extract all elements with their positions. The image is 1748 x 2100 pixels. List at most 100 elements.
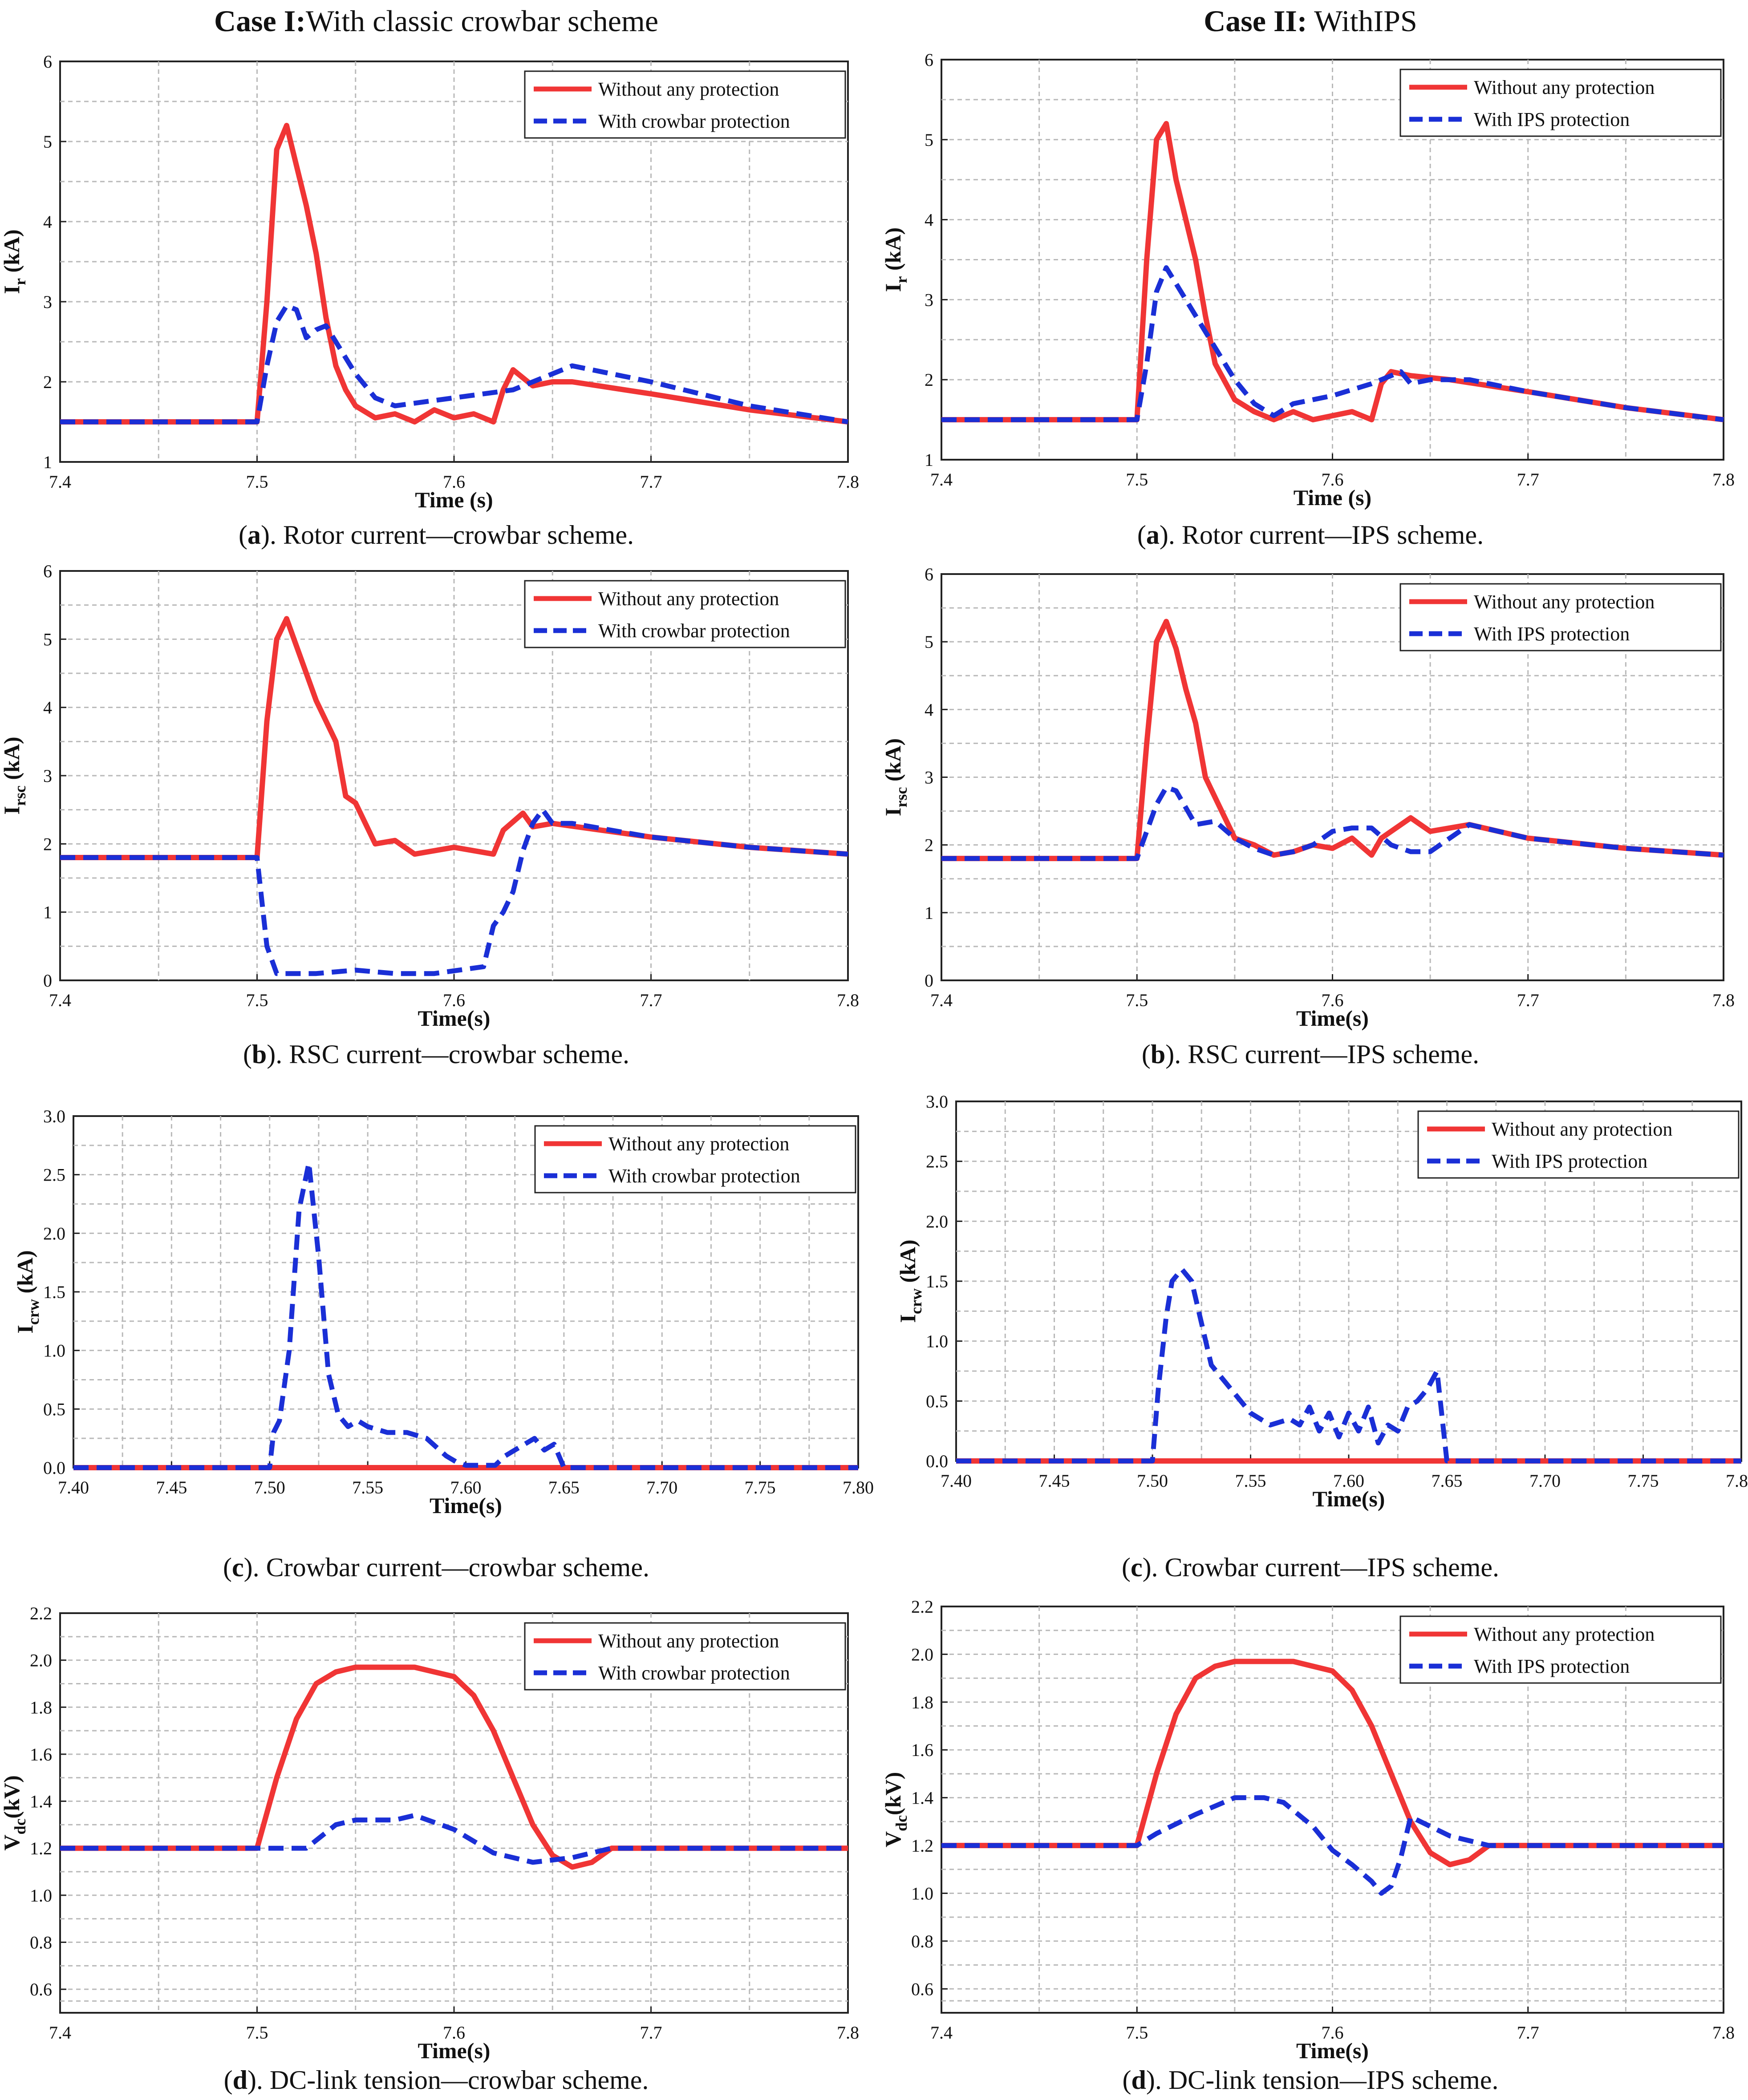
y-tick-label: 6	[43, 52, 52, 72]
y-axis-label-unit: (kA)	[880, 738, 905, 787]
chart-d2: 7.4 7.5 7.6 7.7 7.8 0.6 0.8 1.0 1.2 1.4 1.6 1.8 2.0 2…	[880, 1597, 1735, 2063]
legend-box	[1399, 69, 1722, 137]
caption-a-left: (a). Rotor current—crowbar scheme.	[239, 520, 634, 550]
x-tick-label: 7.60	[450, 1477, 482, 1497]
y-tick-label: 0.6	[30, 1979, 52, 1999]
y-tick-label: 4	[925, 700, 933, 720]
caption-letter: b	[251, 1040, 267, 1069]
y-tick-label: 1.0	[43, 1341, 65, 1361]
x-tick-label: 7.5	[1126, 990, 1148, 1010]
caption-letter: a	[247, 520, 261, 550]
y-tick-label: 0.8	[30, 1933, 52, 1953]
y-tick-label: 1.4	[30, 1792, 52, 1812]
y-tick-label: 5	[43, 132, 52, 152]
y-axis-label-main: I	[895, 1314, 920, 1323]
y-tick-label: 4	[43, 212, 52, 232]
y-axis-label-main: I	[0, 806, 24, 814]
x-tick-label: 7.7	[640, 472, 662, 492]
caption-text: ). Crowbar current—crowbar scheme.	[243, 1553, 649, 1582]
y-tick-label: 3	[925, 290, 933, 310]
y-axis-label-sub: dc	[11, 1819, 29, 1835]
y-axis-label: Irsc (kA)	[880, 738, 910, 816]
x-tick-label: 7.40	[58, 1477, 89, 1497]
x-axis-label: Time(s)	[430, 1493, 502, 1518]
x-tick-label: 7.6	[1322, 2023, 1344, 2043]
legend-label: Without any protection	[1474, 1623, 1655, 1645]
chart-b1: 7.4 7.5 7.6 7.7 7.8 0 1 2 3 4 5 6 Time(s) Irsc (kA) Wi…	[0, 561, 859, 1031]
legend-box	[524, 580, 846, 648]
legend-label: With crowbar protection	[598, 1662, 790, 1684]
chart-c1: 7.40 7.45 7.50 7.55 7.60 7.65 7.70 7.75 7.80 0.0 0…	[12, 1106, 874, 1518]
y-axis-label: Icrw (kA)	[895, 1239, 925, 1323]
y-tick-label: 6	[925, 564, 933, 584]
x-tick-label: 7.45	[1039, 1471, 1070, 1491]
y-tick-label: 6	[925, 50, 933, 70]
y-tick-label: 2.0	[911, 1644, 933, 1664]
y-tick-label: 2.0	[926, 1211, 948, 1231]
case-title-left-bold: Case I:	[214, 4, 306, 38]
legend-label: Without any protection	[598, 1630, 779, 1652]
x-tick-label: 7.4	[49, 472, 71, 492]
y-tick-label: 1.8	[911, 1692, 933, 1712]
x-tick-label: 7.70	[646, 1477, 677, 1497]
x-tick-label: 7.6	[443, 2023, 465, 2043]
y-tick-label: 2.0	[30, 1651, 52, 1671]
y-tick-label: 0.5	[926, 1391, 948, 1411]
x-tick-label: 7.7	[1517, 469, 1539, 490]
x-tick-label: 7.70	[1529, 1471, 1561, 1491]
case-title-right-bold: Case II:	[1204, 4, 1307, 38]
legend-label: Without any protection	[598, 588, 779, 610]
x-tick-label: 7.7	[640, 990, 662, 1010]
y-tick-label: 1.6	[30, 1744, 52, 1764]
y-axis-label-unit: (kA)	[0, 736, 24, 785]
y-tick-label: 1.2	[30, 1838, 52, 1858]
x-tick-label: 7.8	[837, 2023, 859, 2043]
y-axis-label-main: V	[880, 1831, 905, 1847]
x-tick-label: 7.55	[352, 1477, 383, 1497]
y-tick-label: 1	[925, 903, 933, 923]
series-line-protected	[73, 1160, 858, 1470]
caption-a-right: (a). Rotor current—IPS scheme.	[1137, 520, 1484, 550]
x-tick-label: 7.65	[1432, 1471, 1463, 1491]
legend-label: Without any protection	[598, 78, 779, 100]
caption-letter: b	[1150, 1040, 1166, 1069]
caption-c-left: (c). Crowbar current—crowbar scheme.	[223, 1553, 649, 1582]
x-tick-label: 7.80	[843, 1477, 874, 1497]
y-tick-label: 5	[43, 629, 52, 649]
y-tick-label: 5	[925, 632, 933, 652]
x-tick-label: 7.5	[246, 2023, 268, 2043]
x-tick-label: 7.55	[1235, 1471, 1266, 1491]
caption-letter: c	[1130, 1553, 1143, 1582]
y-tick-label: 1.2	[911, 1836, 933, 1856]
caption-letter: a	[1146, 520, 1160, 550]
y-axis-label: Ir (kA)	[0, 229, 29, 294]
series-line-protected	[941, 785, 1724, 861]
y-tick-label: 3.0	[43, 1106, 65, 1126]
x-tick-label: 7.5	[1126, 469, 1148, 490]
y-axis-label-main: I	[880, 283, 905, 292]
legend-label: With crowbar protection	[598, 620, 790, 642]
x-tick-label: 7.50	[254, 1477, 285, 1497]
series-line-unprotected	[60, 1664, 848, 1870]
caption-b-left: (b). RSC current—crowbar scheme.	[243, 1040, 630, 1069]
x-tick-label: 7.8	[1712, 2023, 1735, 2043]
x-tick-label: 7.5	[1126, 2023, 1148, 2043]
legend-label: With IPS protection	[1474, 1655, 1630, 1677]
legend: Without any protection With IPS protectio…	[1399, 1615, 1722, 1684]
y-tick-label: 0.5	[43, 1399, 65, 1419]
y-axis-label-sub: rsc	[892, 787, 910, 808]
y-tick-label: 1.5	[43, 1282, 65, 1302]
case-title-right-rest: WithIPS	[1307, 4, 1417, 38]
x-axis-label: Time(s)	[1296, 1006, 1369, 1031]
legend: Without any protection With IPS protectio…	[1399, 69, 1722, 137]
x-tick-label: 7.7	[640, 2023, 662, 2043]
legend-box	[1417, 1110, 1740, 1179]
y-axis-label-sub: r	[892, 276, 910, 283]
y-tick-label: 2	[925, 370, 933, 390]
y-tick-label: 3.0	[926, 1092, 948, 1112]
x-tick-label: 7.8	[837, 472, 859, 492]
x-tick-label: 7.60	[1333, 1471, 1364, 1491]
y-tick-label: 2.0	[43, 1223, 65, 1243]
caption-d-right: (d). DC-link tension—IPS scheme.	[1122, 2065, 1499, 2095]
case-title-left: Case I:With classic crowbar scheme	[0, 4, 872, 39]
